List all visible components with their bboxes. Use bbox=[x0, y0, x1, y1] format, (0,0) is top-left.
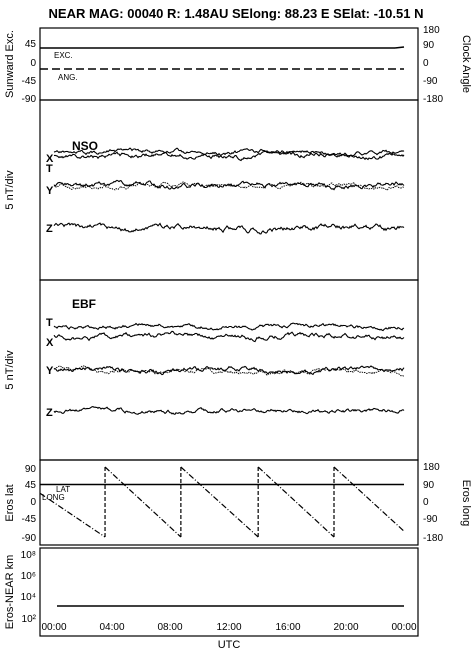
ytick-long-90: 90 bbox=[423, 480, 435, 491]
series-eros-long-segment bbox=[333, 466, 405, 532]
trace-label-nso-t: T bbox=[46, 163, 53, 175]
xtick-0800: 08:00 bbox=[157, 622, 182, 633]
series-eros-long-segment bbox=[39, 492, 106, 538]
ebf-trace-z bbox=[53, 406, 405, 415]
trace-label-nso-x: X bbox=[46, 153, 54, 165]
ebf-trace-y-dotted bbox=[53, 365, 405, 377]
nso-trace-y-dotted bbox=[53, 181, 405, 192]
ylabel-clock: Clock Angle bbox=[460, 35, 472, 93]
ytick-lat-45: 45 bbox=[25, 480, 37, 491]
panel-ebf-frame bbox=[39, 279, 419, 461]
ylabel-eros-lat: Eros lat bbox=[4, 484, 16, 521]
trace-label-ebf-y: Y bbox=[46, 365, 54, 377]
xtick-0400: 04:00 bbox=[99, 622, 124, 633]
ylabel-eros-long: Eros long bbox=[460, 480, 472, 526]
ylabel-ebf: 5 nT/div bbox=[4, 350, 16, 390]
ytick-long-0: 0 bbox=[423, 497, 429, 508]
panel-label-nso: NSO bbox=[72, 139, 98, 153]
ytick-right-neg90: -90 bbox=[423, 76, 438, 87]
ytick-dist-1e2: 10² bbox=[22, 614, 37, 625]
ytick-dist-1e4: 10⁴ bbox=[21, 592, 36, 603]
plot-title: NEAR MAG: 00040 R: 1.48AU SElong: 88.23 … bbox=[49, 6, 424, 21]
ytick-left-neg45: -45 bbox=[22, 76, 37, 87]
xtick-1600: 16:00 bbox=[275, 622, 300, 633]
nso-trace-y bbox=[53, 179, 405, 191]
ebf-trace-t bbox=[53, 322, 405, 332]
eros-latlong-series bbox=[39, 466, 405, 538]
x-axis: 00:00 04:00 08:00 12:00 16:00 20:00 00:0… bbox=[41, 622, 416, 651]
ytick-lat-0: 0 bbox=[30, 497, 36, 508]
xtick-2000: 20:00 bbox=[333, 622, 358, 633]
ytick-left-45: 45 bbox=[25, 39, 37, 50]
xtick-1200: 12:00 bbox=[216, 622, 241, 633]
xtick-2400: 00:00 bbox=[391, 622, 416, 633]
ytick-left-0: 0 bbox=[30, 58, 36, 69]
nso-trace-x bbox=[53, 150, 405, 162]
nso-trace-z bbox=[53, 222, 405, 235]
trace-label-ebf-t: T bbox=[46, 317, 53, 329]
ytick-lat-neg45: -45 bbox=[22, 514, 37, 525]
ebf-traces bbox=[53, 322, 405, 415]
nso-trace-t bbox=[53, 147, 405, 157]
panel-eros-near: 10⁸ 10⁶ 10⁴ 10² Eros-NEAR km bbox=[4, 550, 404, 629]
ytick-long-neg180: -180 bbox=[423, 533, 443, 544]
series-eros-long-segment bbox=[180, 466, 259, 538]
ytick-lat-neg90: -90 bbox=[22, 533, 37, 544]
series-label-long: LONG bbox=[42, 493, 65, 502]
series-eros-long-segment bbox=[257, 466, 335, 538]
trace-label-ebf-x: X bbox=[46, 337, 54, 349]
series-label-lat: LAT bbox=[56, 485, 70, 494]
panel-ebf: EBF T X Y Z 5 nT/div bbox=[4, 297, 405, 419]
panel-eros-lat-long: 90 45 0 -45 -90 180 90 0 -90 -180 LAT LO… bbox=[4, 462, 472, 544]
ytick-dist-1e8: 10⁸ bbox=[21, 550, 36, 561]
ylabel-nso: 5 nT/div bbox=[4, 170, 16, 210]
ytick-right-90: 90 bbox=[423, 40, 435, 51]
series-exc-tail bbox=[394, 46, 405, 49]
panel-sunward-clock: 45 0 -45 -90 180 90 0 -90 -180 EXC. ANG.… bbox=[4, 25, 472, 105]
trace-label-nso-z: Z bbox=[46, 223, 53, 235]
panel-nso: NSO T X Y Z 5 nT/div bbox=[4, 139, 405, 235]
ylabel-eros-near: Eros-NEAR km bbox=[4, 555, 16, 630]
trace-label-ebf-z: Z bbox=[46, 407, 53, 419]
ylabel-sunward: Sunward Exc. bbox=[4, 30, 16, 98]
nso-traces bbox=[53, 147, 405, 235]
ytick-long-180: 180 bbox=[423, 462, 440, 473]
ytick-dist-1e6: 10⁶ bbox=[21, 571, 36, 582]
series-eros-long-segment bbox=[104, 466, 182, 538]
panel-nso-frame bbox=[39, 99, 419, 281]
ebf-trace-y bbox=[53, 365, 405, 376]
ytick-right-0: 0 bbox=[423, 58, 429, 69]
ytick-right-neg180: -180 bbox=[423, 94, 443, 105]
series-label-ang: ANG. bbox=[58, 73, 78, 82]
ytick-lat-90: 90 bbox=[25, 464, 37, 475]
ytick-right-180: 180 bbox=[423, 25, 440, 36]
ytick-long-neg90: -90 bbox=[423, 514, 438, 525]
panel-eros-near-frame bbox=[39, 547, 419, 637]
panel-label-ebf: EBF bbox=[72, 297, 96, 311]
xtick-0000: 00:00 bbox=[41, 622, 66, 633]
ebf-trace-x bbox=[53, 330, 405, 343]
series-label-exc: EXC. bbox=[54, 51, 73, 60]
trace-label-nso-y: Y bbox=[46, 185, 54, 197]
x-axis-label: UTC bbox=[218, 639, 241, 651]
panel-eros-lat-long-frame bbox=[39, 459, 419, 546]
panel-sunward-clock-frame bbox=[39, 27, 419, 101]
ytick-left-neg90: -90 bbox=[22, 94, 37, 105]
